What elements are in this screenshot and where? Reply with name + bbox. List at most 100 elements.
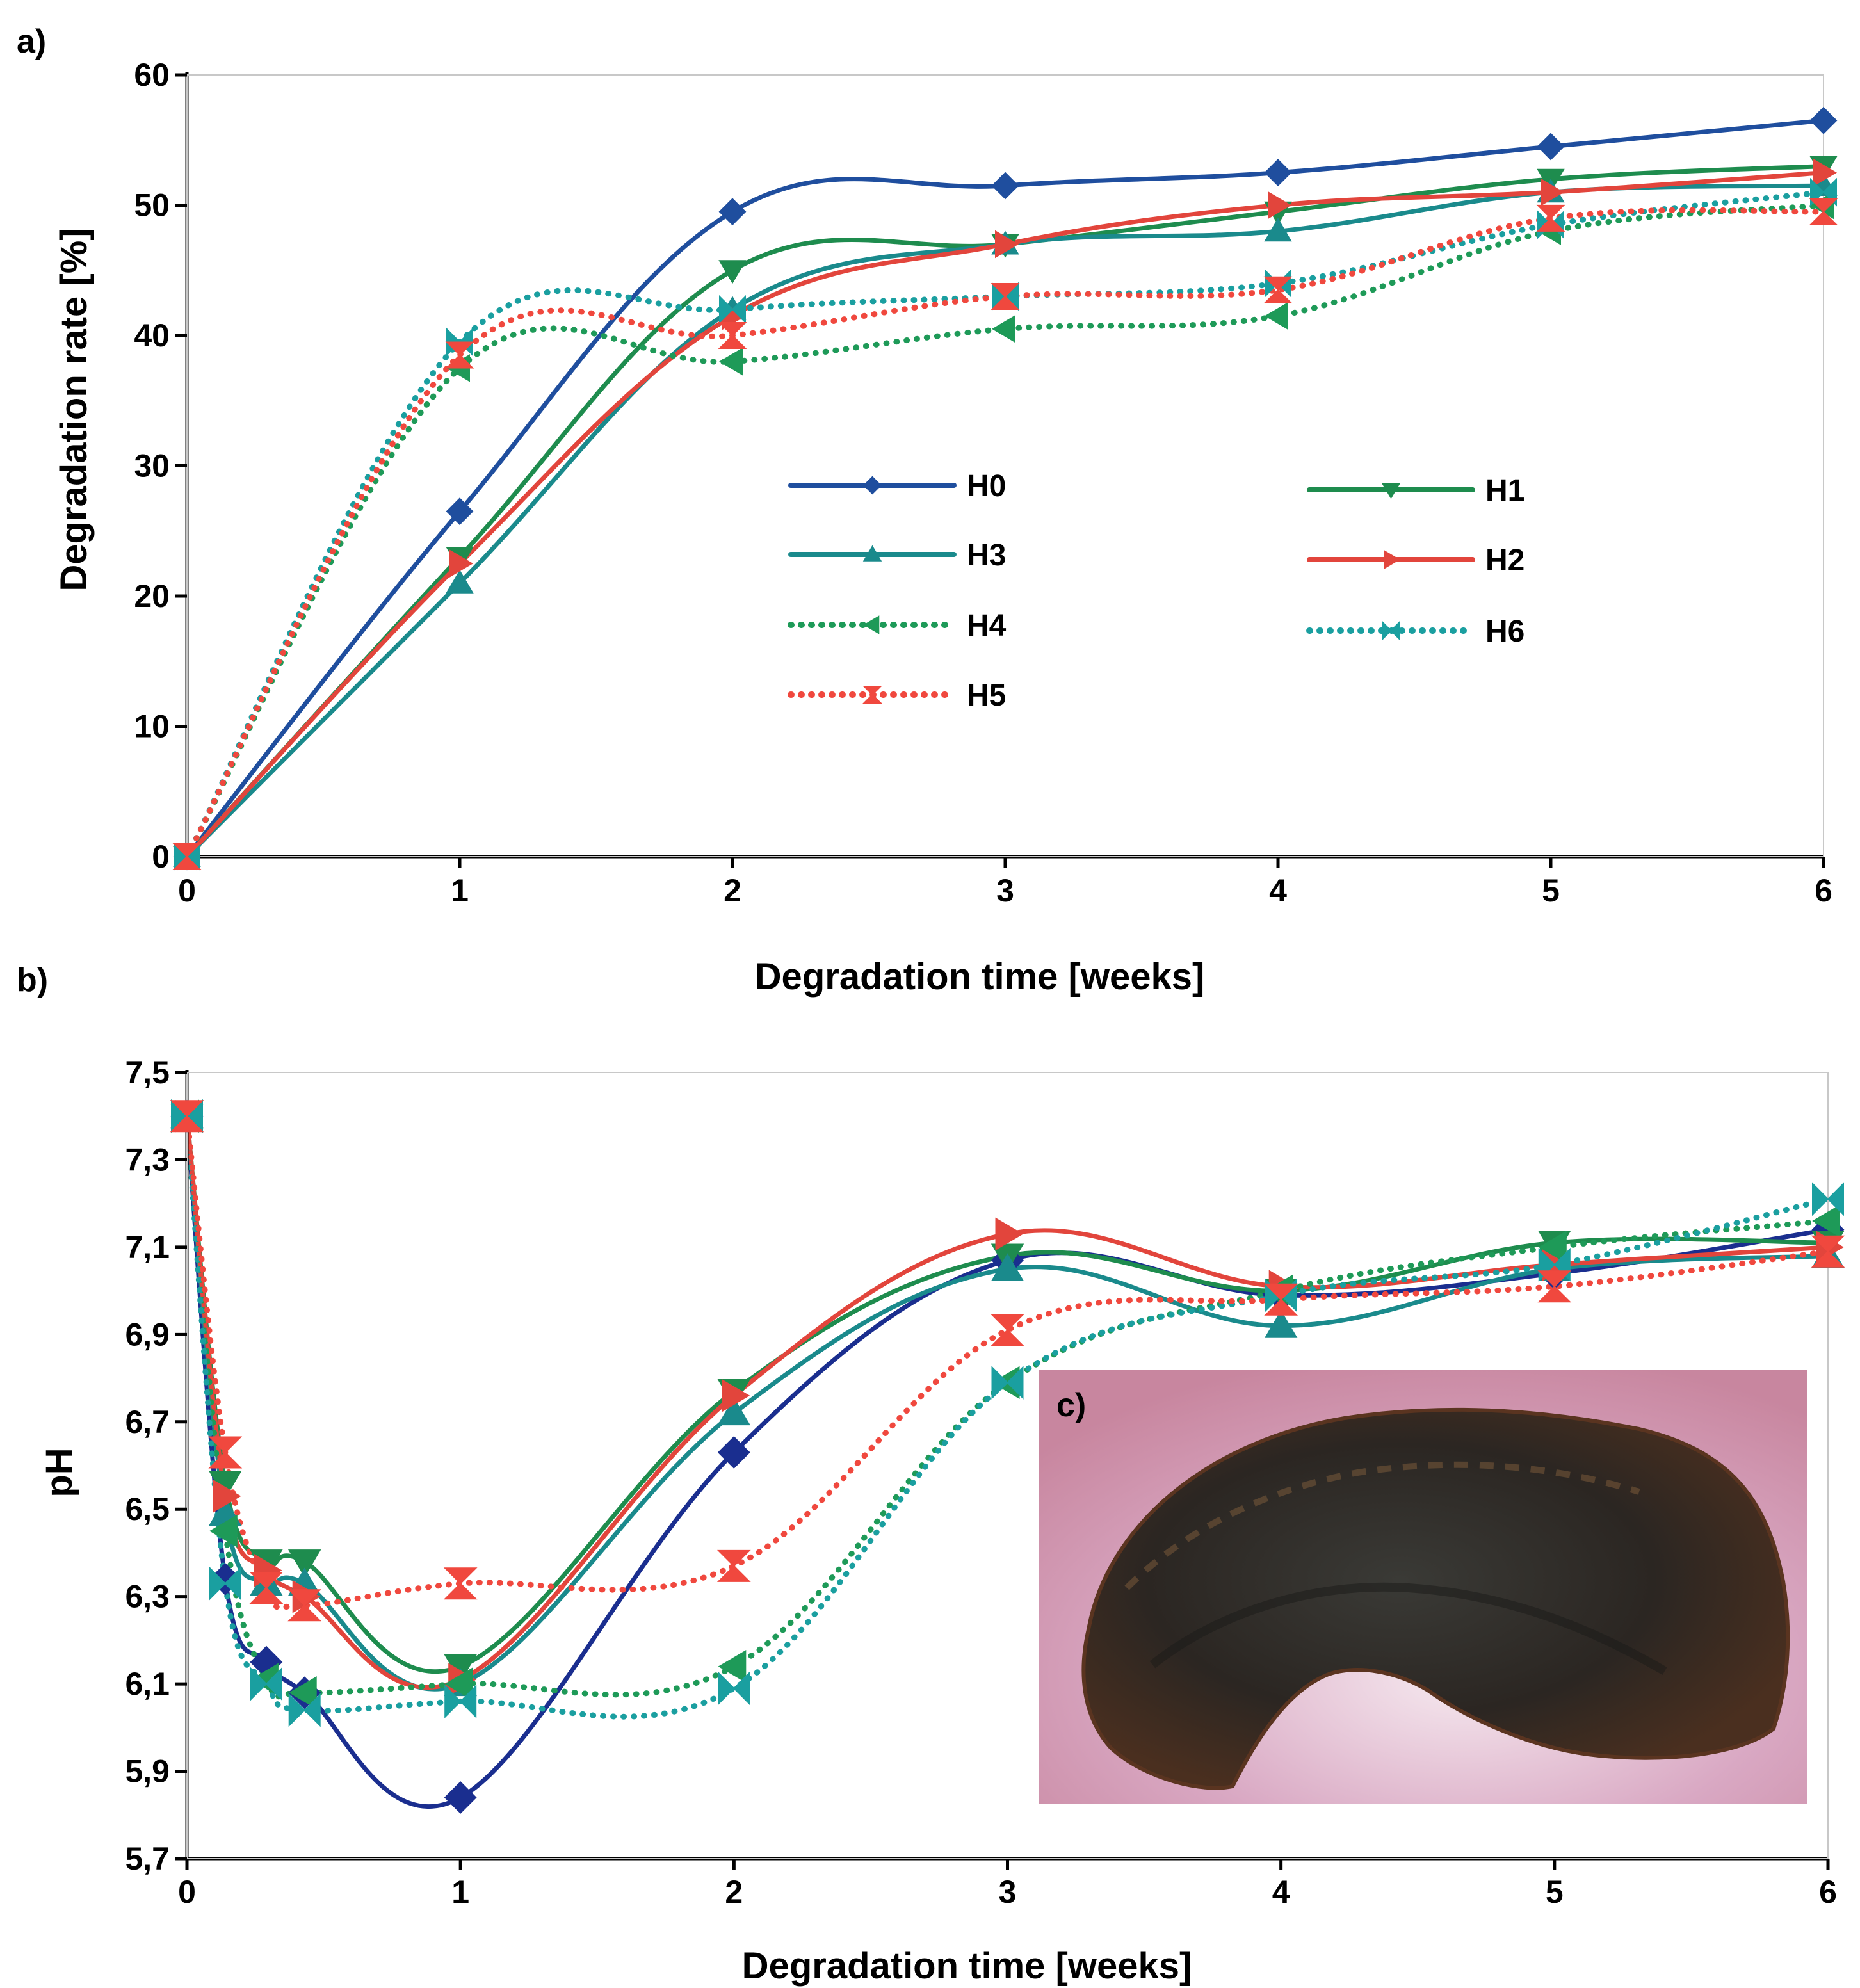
legend-label-h0: H0: [967, 469, 1006, 503]
y-tick-label: 6,3: [125, 1579, 170, 1615]
legend-marker-h3: [862, 545, 882, 562]
series-line-h6: [184, 1113, 1831, 1720]
data-point-h6: [288, 1693, 321, 1727]
series-line-h3: [184, 1113, 1831, 1692]
data-point-h6: [444, 1684, 477, 1718]
data-point-h5: [1811, 1235, 1845, 1268]
data-point-h5: [991, 1314, 1024, 1346]
data-point-h2: [1541, 178, 1564, 206]
data-point-h0: [1537, 133, 1565, 161]
x-tick-label: 4: [1269, 873, 1287, 909]
data-point-h4: [444, 1667, 473, 1701]
panel-a-series-layer: [184, 118, 1827, 860]
x-tick-label: 6: [1819, 1874, 1837, 1910]
data-point-h6: [1812, 1182, 1844, 1216]
legend-label-h2: H2: [1485, 544, 1524, 578]
data-point-h6: [991, 1365, 1024, 1400]
data-point-h5: [1263, 276, 1293, 303]
legend-marker-h4: [863, 615, 880, 634]
y-tick-label: 10: [134, 709, 170, 745]
x-tick-label: 2: [725, 1874, 743, 1910]
data-point-h2: [213, 1480, 241, 1513]
data-point-h4: [992, 315, 1015, 343]
data-point-h5: [170, 1100, 204, 1133]
y-tick-label: 5,9: [125, 1754, 170, 1790]
data-point-h5: [1809, 198, 1838, 225]
legend-label-h6: H6: [1485, 615, 1524, 649]
series-line-h0: [184, 118, 1826, 859]
data-point-h3: [1264, 218, 1292, 242]
legend-label-h1: H1: [1485, 474, 1524, 508]
data-point-h4: [1539, 1231, 1567, 1264]
data-point-h4: [1265, 302, 1288, 330]
data-point-h1: [287, 1549, 321, 1578]
data-point-h2: [995, 230, 1019, 259]
data-point-h3: [991, 1253, 1024, 1281]
x-tick-label: 4: [1272, 1874, 1290, 1910]
data-point-h0: [991, 172, 1019, 200]
data-point-h0: [446, 497, 474, 526]
data-point-h6: [250, 1667, 282, 1701]
data-point-h0: [444, 1781, 477, 1814]
y-tick-label: 6,1: [125, 1666, 170, 1702]
x-tick-label: 1: [451, 873, 469, 909]
data-point-h0: [717, 1436, 750, 1469]
data-point-h3: [446, 569, 474, 594]
y-tick-label: 6,5: [125, 1491, 170, 1527]
x-tick-label: 3: [996, 873, 1014, 909]
legend-marker-h6: [1382, 620, 1400, 641]
legend-marker-h2: [1384, 550, 1400, 569]
x-tick-label: 0: [178, 873, 196, 909]
y-tick-label: 20: [134, 578, 170, 614]
series-line-h5: [184, 207, 1827, 860]
y-tick-label: 7,5: [125, 1055, 170, 1090]
y-tick-label: 5,7: [125, 1841, 170, 1877]
data-point-h3: [1264, 1309, 1298, 1338]
data-point-h5: [1264, 1283, 1298, 1316]
panel-a-y-axis-title: Degradation rate [%]: [53, 228, 95, 591]
data-point-h5: [718, 322, 747, 349]
panel-b-y-axis-title: pH: [38, 1448, 80, 1497]
panel-b-x-axis-title: Degradation time [weeks]: [742, 1945, 1192, 1987]
panel-a-markers: [172, 106, 1838, 871]
legend-marker-h0: [863, 476, 882, 495]
sample-texture: [1124, 1461, 1640, 1590]
series-line-h4: [184, 1113, 1831, 1700]
x-tick-label: 5: [1542, 873, 1560, 909]
panel-a-x-axis-title: Degradation time [weeks]: [755, 956, 1205, 998]
y-tick-label: 6,9: [125, 1316, 170, 1352]
data-point-h5: [716, 1549, 751, 1582]
x-tick-label: 1: [451, 1874, 469, 1910]
legend-label-h5: H5: [967, 679, 1006, 713]
data-point-h5: [1536, 204, 1565, 232]
data-point-h2: [995, 1217, 1024, 1251]
data-point-h3: [717, 1397, 751, 1426]
panel-a-legend: H0 H1 H3 H2 H4 H6 H5: [788, 469, 1524, 713]
data-point-h5: [445, 341, 474, 369]
data-point-h5: [249, 1572, 284, 1604]
data-point-h1: [718, 260, 747, 284]
data-point-h4: [718, 1650, 747, 1683]
y-tick-label: 30: [134, 448, 170, 484]
x-tick-label: 6: [1815, 873, 1832, 909]
data-point-h2: [1268, 191, 1291, 220]
panel-b-ph-chart: b) 0 1 2 3 4 5 6 5,7 5,9 6,1 6,3 6,5 6,7 6,9 7,1 7,3 7,5…: [17, 962, 1845, 1987]
series-line-h2: [184, 170, 1826, 859]
data-point-h4: [209, 1514, 238, 1548]
inset-sample-photo: c): [1039, 1370, 1807, 1804]
x-tick-label: 5: [1546, 1874, 1564, 1910]
panel-b-markers: [170, 1099, 1845, 1814]
legend-marker-h5: [862, 686, 882, 704]
data-point-h6: [718, 1671, 750, 1706]
x-tick-label: 2: [724, 873, 741, 909]
y-tick-label: 0: [152, 839, 170, 875]
data-point-h5: [172, 843, 202, 870]
data-point-h2: [722, 1379, 750, 1412]
y-tick-label: 7,3: [125, 1142, 170, 1177]
data-point-h4: [1812, 1204, 1840, 1238]
y-tick-label: 7,1: [125, 1229, 170, 1265]
data-point-h5: [443, 1567, 478, 1600]
series-line-h1: [184, 1113, 1831, 1674]
